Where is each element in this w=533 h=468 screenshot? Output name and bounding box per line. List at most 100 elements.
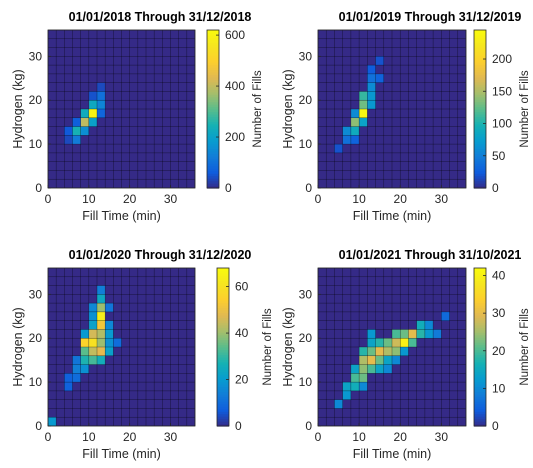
colorbar-segment [474,408,486,412]
colorbar-segment [217,398,229,402]
colorbar-segment [474,369,486,373]
colorbar-segment [207,109,219,113]
heatmap-cell [97,109,106,118]
colorbar-segment [207,69,219,73]
heatmap-cell [64,373,73,383]
heatmap-cell [367,355,376,365]
colorbar-segment [474,106,486,110]
heatmap-cell [72,135,81,145]
colorbar-segment [217,364,229,368]
heatmap-cell [408,329,417,339]
colorbar-segment [474,354,486,358]
heatmap-cell [350,117,360,127]
heatmap-cell [350,364,360,374]
colorbar-frame [473,267,487,427]
y-tick-label: 10 [299,137,313,151]
colorbar-segment [474,91,486,95]
x-tick-label: 30 [164,430,178,444]
colorbar-segment [474,312,486,316]
colorbar-segment [474,287,486,291]
colorbar-segment [217,302,229,306]
colorbar-segment [207,101,219,105]
colorbar-segment [217,295,229,299]
colorbar-frame [206,29,220,189]
colorbar-segment [207,155,219,159]
colorbar-segment [474,138,486,142]
y-tick-label: 0 [35,181,42,195]
colorbar-segment [474,339,486,343]
x-tick-label: 30 [435,192,449,206]
colorbar-segment [217,327,229,331]
x-tick-label: 30 [164,192,178,206]
colorbar-segment [217,319,229,323]
colorbar-segment [474,300,486,304]
colorbar-segment [207,185,219,189]
colorbar-segment [474,337,486,341]
colorbar-segment [474,324,486,328]
heatmap-cell [72,373,81,383]
colorbar-tick-label: 50 [492,149,506,163]
colorbar-segment [207,158,219,162]
colorbar-segment [474,30,486,34]
colorbar-segment [474,96,486,100]
x-axis-label: Fill Time (min) [82,209,160,223]
colorbar-segment [474,104,486,108]
heatmap-cell [367,364,376,374]
heatmap-cell [97,347,106,356]
colorbar-segment [207,106,219,110]
colorbar-segment [474,280,486,284]
colorbar-segment [207,104,219,108]
colorbar-segment [474,344,486,348]
x-tick-label: 0 [315,430,322,444]
heatmap-cell [64,135,73,145]
heatmap-cell [80,109,89,118]
heatmap-cell [342,382,351,391]
heatmap-cell [88,311,97,321]
heatmap-cell [88,355,97,365]
colorbar-segment [207,165,219,169]
heatmap-cell [383,364,392,374]
colorbar-segment [207,133,219,137]
colorbar-segment [474,334,486,338]
colorbar-segment [474,168,486,172]
heatmap-cell [97,100,106,109]
colorbar-segment [217,349,229,353]
x-tick-label: 0 [45,430,52,444]
colorbar-tick-label: 40 [235,326,249,340]
colorbar-segment [474,32,486,36]
colorbar-segment [207,138,219,142]
heatmap-cell [88,109,97,118]
colorbar-segment [217,307,229,311]
colorbar-segment [474,379,486,383]
colorbar-segment [474,359,486,363]
colorbar-segment [217,342,229,346]
colorbar-segment [474,290,486,294]
colorbar-segment [474,37,486,41]
colorbar-segment [474,54,486,58]
colorbar-segment [217,332,229,336]
colorbar-segment [217,334,229,338]
heatmap-cell [424,329,434,339]
colorbar-segment [207,39,219,43]
colorbar-segment [217,413,229,417]
colorbar-segment [474,49,486,53]
colorbar-label: Number of Fills [262,308,274,386]
heatmap-cell [105,303,114,312]
y-axis-label: Hydrogen (kg) [11,69,25,148]
heatmap-cell [367,338,376,347]
colorbar-segment [207,34,219,39]
colorbar-segment [474,52,486,56]
colorbar-segment [474,388,486,393]
colorbar-segment [217,376,229,380]
colorbar-segment [217,354,229,358]
colorbar-segment [474,71,486,76]
colorbar-segment [217,309,229,314]
colorbar-segment [207,153,219,157]
colorbar-segment [217,337,229,341]
colorbar-segment [217,344,229,348]
x-tick-label: 20 [394,192,408,206]
colorbar-tick-label: 0 [492,181,499,195]
x-tick-label: 0 [45,192,52,206]
colorbar-segment [474,401,486,405]
colorbar-segment [217,356,229,360]
